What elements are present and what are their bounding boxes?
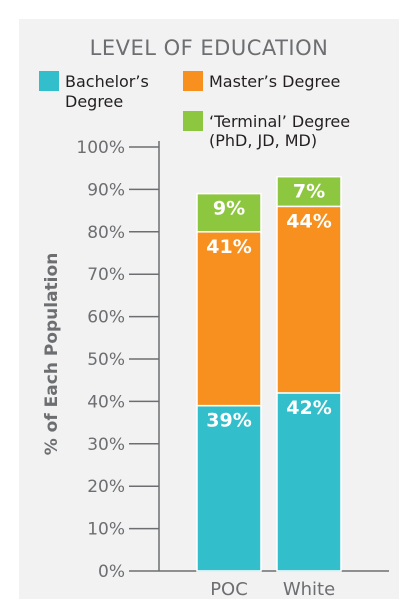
bar-segment-master-white [276, 205, 342, 394]
data-label-terminal-white: 7% [293, 181, 325, 203]
bar-segment-terminal-poc [196, 192, 262, 233]
y-tick-label: 60% [87, 308, 125, 328]
legend: Bachelor’s Degree Master’s Degree ‘Termi… [39, 71, 350, 150]
legend-swatch-master [183, 71, 203, 91]
y-tick-label: 20% [87, 477, 125, 497]
y-ticks: 0% 10% 20% 30% 40% 50% 60% 70% 80% 90% 100% [76, 138, 159, 582]
data-label-bachelor-poc: 39% [206, 410, 251, 432]
y-axis-label: % of Each Population [42, 253, 62, 456]
bar-segment-terminal-white [276, 175, 342, 208]
stacked-bar-chart: LEVEL OF EDUCATION Bachelor’s Degree Mas… [39, 36, 389, 599]
bar-segment-bachelor-white [276, 392, 342, 572]
bar-segment-bachelor-poc [196, 404, 262, 572]
axes [158, 141, 389, 572]
data-label-master-white: 44% [286, 210, 331, 232]
x-categories: POC White [210, 579, 335, 599]
y-tick-label: 90% [87, 180, 125, 200]
legend-label-terminal-1: ‘Terminal’ Degree [209, 112, 350, 131]
bars: 39% 41% 9% 42% 44% 7% [196, 175, 342, 572]
y-tick-label: 30% [87, 435, 125, 455]
y-tick-label: 80% [87, 223, 125, 243]
x-category-label: POC [210, 579, 248, 599]
legend-swatch-bachelor [39, 71, 59, 91]
y-tick-label: 100% [76, 138, 125, 158]
bar-segment-master-poc [196, 231, 262, 407]
chart-title: LEVEL OF EDUCATION [90, 36, 329, 60]
legend-label-bachelor-2: Degree [65, 92, 123, 111]
data-label-bachelor-white: 42% [286, 397, 331, 419]
y-tick-label: 50% [87, 350, 125, 370]
chart-panel: LEVEL OF EDUCATION Bachelor’s Degree Mas… [19, 19, 399, 599]
legend-swatch-terminal [183, 111, 203, 131]
y-tick-label: 70% [87, 265, 125, 285]
data-label-master-poc: 41% [206, 236, 251, 258]
legend-label-terminal-2: (PhD, JD, MD) [209, 131, 317, 150]
legend-label-bachelor-1: Bachelor’s [65, 72, 149, 91]
x-category-label: White [283, 579, 335, 599]
legend-label-master: Master’s Degree [209, 72, 340, 91]
y-tick-label: 10% [87, 520, 125, 540]
data-label-terminal-poc: 9% [213, 198, 245, 220]
y-tick-label: 0% [98, 562, 125, 582]
y-tick-label: 40% [87, 392, 125, 412]
